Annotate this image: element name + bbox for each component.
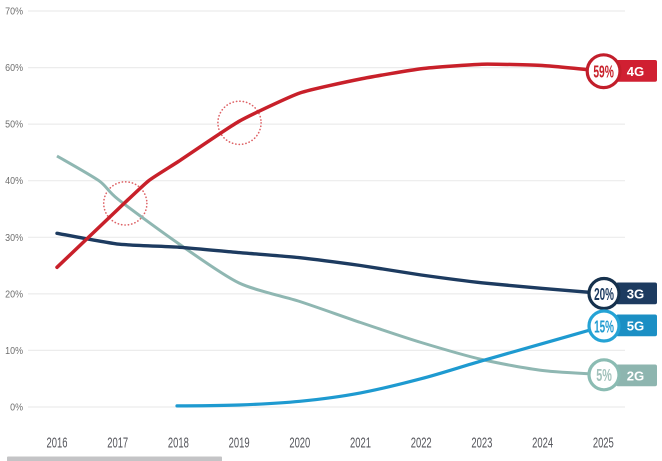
svg-text:50%: 50% (5, 119, 23, 131)
svg-text:2025: 2025 (593, 434, 614, 451)
svg-text:2019: 2019 (229, 434, 250, 451)
svg-text:2023: 2023 (471, 434, 492, 451)
svg-text:2020: 2020 (289, 434, 310, 451)
svg-text:20%: 20% (594, 285, 614, 305)
svg-text:40%: 40% (5, 176, 23, 188)
svg-text:2G: 2G (627, 369, 645, 384)
svg-text:2017: 2017 (107, 434, 128, 451)
svg-text:2016: 2016 (47, 434, 68, 451)
svg-text:2018: 2018 (168, 434, 189, 451)
svg-text:2021: 2021 (350, 434, 371, 451)
svg-text:2024: 2024 (532, 434, 553, 451)
svg-text:30%: 30% (5, 232, 23, 244)
svg-text:5%: 5% (596, 367, 612, 386)
svg-text:4G: 4G (627, 64, 645, 79)
svg-text:70%: 70% (5, 6, 23, 18)
svg-text:60%: 60% (5, 62, 23, 74)
svg-text:2022: 2022 (411, 434, 432, 451)
svg-text:59%: 59% (593, 63, 614, 83)
svg-text:20%: 20% (5, 289, 23, 301)
svg-text:3G: 3G (627, 287, 645, 302)
svg-text:10%: 10% (5, 345, 23, 357)
svg-text:0%: 0% (10, 402, 23, 414)
svg-text:5G: 5G (627, 319, 645, 334)
svg-text:15%: 15% (594, 318, 614, 338)
